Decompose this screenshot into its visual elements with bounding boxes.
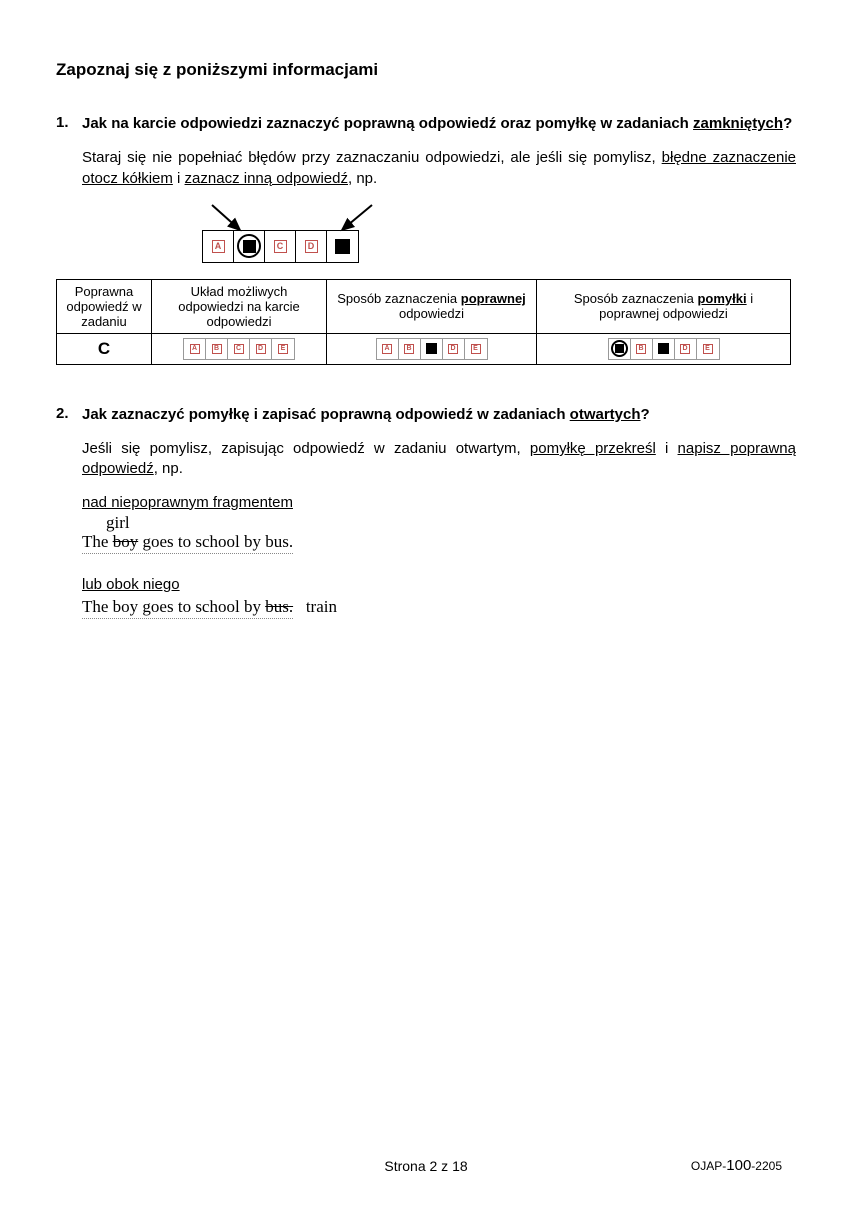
table-row: C A B C D E A B — [57, 333, 791, 364]
demo-cell-d: D — [296, 231, 327, 262]
filled-square-icon — [243, 240, 256, 253]
th-2: Układ możliwych odpowiedzi na karcie odp… — [152, 279, 327, 333]
mini-row-mistake: B D E — [608, 338, 720, 360]
answer-demo: A C D — [202, 203, 796, 263]
circled-icon — [611, 340, 628, 357]
page-title: Zapoznaj się z poniższymi informacjami — [56, 60, 796, 80]
th-3: Sposób zaznaczenia poprawnej odpowiedzi — [327, 279, 537, 333]
q2-question: Jak zaznaczyć pomyłkę i zapisać poprawną… — [82, 405, 796, 425]
question-2: 2. Jak zaznaczyć pomyłkę i zapisać popra… — [56, 405, 796, 619]
th-1: Poprawna odpowiedź w zadaniu — [57, 279, 152, 333]
q1-underlined: zamkniętych — [693, 115, 783, 132]
demo-cell-c: C — [265, 231, 296, 262]
q1-prefix: Jak na karcie odpowiedzi zaznaczyć popra… — [82, 115, 693, 132]
q2-paragraph: Jeśli się pomylisz, zapisując odpowiedź … — [82, 439, 796, 480]
q2-body: Jak zaznaczyć pomyłkę i zapisać poprawną… — [82, 405, 796, 619]
q1-qmark: ? — [783, 115, 792, 132]
table-header-row: Poprawna odpowiedź w zadaniu Układ możli… — [57, 279, 791, 333]
demo-cell-b — [234, 231, 265, 262]
filled-square-icon — [658, 343, 669, 354]
q1-para-mid: i — [173, 170, 185, 187]
caption-above: nad niepoprawnym fragmentem — [82, 494, 796, 511]
td-mistake-mark: B D E — [537, 333, 791, 364]
q1-para-end: , np. — [348, 170, 377, 187]
q2-number: 2. — [56, 405, 82, 619]
mini-row-correct: A B D E — [376, 338, 488, 360]
example-above: nad niepoprawnym fragmentem girl The boy… — [82, 494, 796, 554]
instruction-table: Poprawna odpowiedź w zadaniu Układ możli… — [56, 279, 791, 365]
sentence-1: The boy goes to school by bus. — [82, 532, 796, 554]
demo-cell-e — [327, 231, 358, 262]
td-layout: A B C D E — [152, 333, 327, 364]
q1-para-a: Staraj się nie popełniać błędów przy zaz… — [82, 149, 662, 166]
circled-icon — [237, 234, 261, 258]
q1-para-u2: zaznacz inną odpowiedź — [185, 170, 348, 187]
demo-cell-a: A — [203, 231, 234, 262]
mini-row-layout: A B C D E — [183, 338, 295, 360]
sentence-2: The boy goes to school by bus. train — [82, 597, 796, 619]
q1-question: Jak na karcie odpowiedzi zaznaczyć popra… — [82, 114, 796, 134]
td-correct: C — [57, 333, 152, 364]
caption-beside: lub obok niego — [82, 576, 796, 593]
question-1: 1. Jak na karcie odpowiedzi zaznaczyć po… — [56, 114, 796, 395]
example-beside: lub obok niego The boy goes to school by… — [82, 576, 796, 619]
td-correct-mark: A B D E — [327, 333, 537, 364]
page: Zapoznaj się z poniższymi informacjami 1… — [0, 0, 852, 1206]
filled-square-icon — [335, 239, 350, 254]
q1-paragraph: Staraj się nie popełniać błędów przy zaz… — [82, 148, 796, 189]
demo-boxrow: A C D — [202, 230, 359, 263]
q1-body: Jak na karcie odpowiedzi zaznaczyć popra… — [82, 114, 796, 395]
th-4: Sposób zaznaczenia pomyłki i poprawnej o… — [537, 279, 791, 333]
correction-girl: girl — [106, 513, 796, 533]
footer-right: OJAP-100-2205 — [691, 1157, 782, 1174]
filled-square-icon — [426, 343, 437, 354]
